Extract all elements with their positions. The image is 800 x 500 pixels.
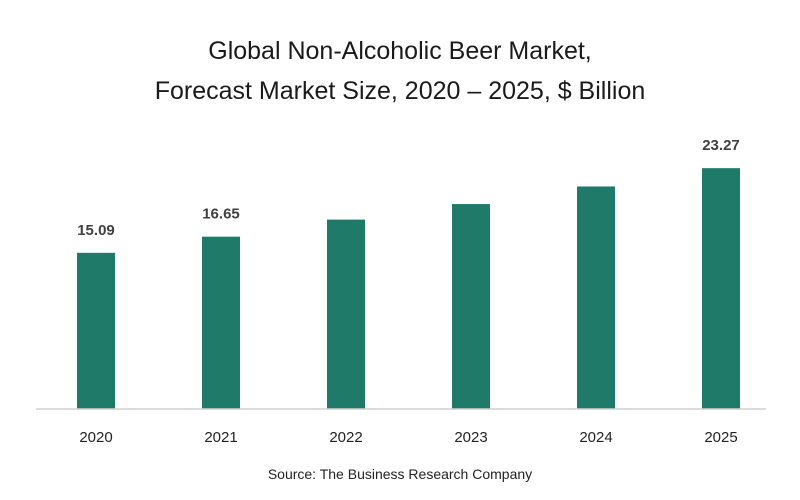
chart-title-line-2: Forecast Market Size, 2020 – 2025, $ Bil… xyxy=(154,77,646,105)
x-tick-label-2025: 2025 xyxy=(704,429,737,446)
data-label-2020: 15.09 xyxy=(77,222,115,239)
bar-2024 xyxy=(577,186,615,409)
x-tick-labels-group: 2020 2021 2022 2023 2024 2025 xyxy=(79,429,737,446)
bar-2021 xyxy=(202,236,240,409)
x-tick-label-2024: 2024 xyxy=(579,429,612,446)
bar-2023 xyxy=(452,204,490,409)
x-tick-label-2020: 2020 xyxy=(79,429,112,446)
bar-2025 xyxy=(702,168,740,409)
x-tick-label-2023: 2023 xyxy=(454,429,487,446)
bar-2020 xyxy=(77,252,115,409)
data-labels-group: 15.09 16.65 23.27 xyxy=(77,137,740,239)
source-note: Source: The Business Research Company xyxy=(267,466,533,482)
bars-group xyxy=(77,168,740,409)
chart-title-line-1: Global Non-Alcoholic Beer Market, xyxy=(208,37,592,65)
x-tick-label-2021: 2021 xyxy=(204,429,237,446)
x-tick-label-2022: 2022 xyxy=(329,429,362,446)
data-label-2021: 16.65 xyxy=(202,206,240,223)
data-label-2025: 23.27 xyxy=(702,137,740,154)
bar-2022 xyxy=(327,219,365,409)
